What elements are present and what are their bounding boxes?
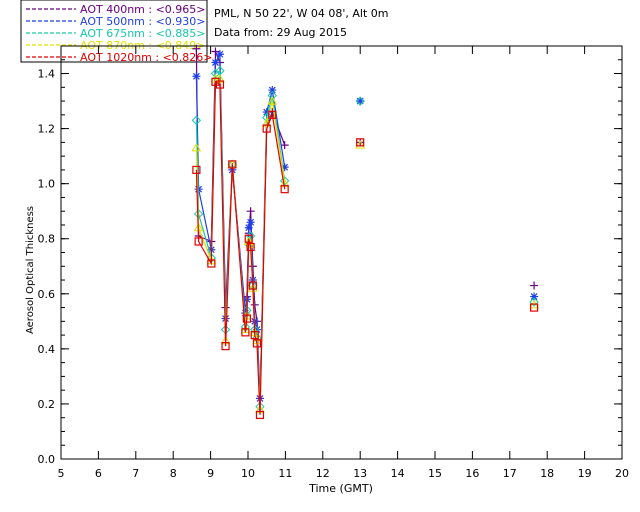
data-point	[280, 141, 289, 150]
y-tick-label: 0.4	[38, 343, 56, 356]
y-tick-label: 1.4	[38, 68, 56, 81]
legend-label: AOT 400nm : <0.965>	[80, 3, 206, 16]
data-point	[210, 68, 221, 79]
y-tick-label: 1.2	[38, 123, 56, 136]
y-tick-label: 0.8	[38, 233, 56, 246]
site-header: PML, N 50 22', W 04 08', Alt 0m	[214, 7, 388, 20]
data-point	[356, 138, 365, 147]
data-point	[228, 160, 237, 169]
x-tick-label: 6	[95, 467, 102, 480]
y-axis-title: Aerosol Optical Thickness	[25, 206, 36, 334]
data-point	[206, 253, 217, 263]
date-header: Data from: 29 Aug 2015	[214, 26, 347, 39]
data-point	[211, 58, 220, 67]
x-tick-label: 12	[316, 467, 330, 480]
data-point	[280, 163, 289, 172]
data-point	[241, 328, 250, 337]
data-point	[356, 97, 365, 106]
data-point	[207, 259, 216, 268]
data-point	[192, 44, 201, 53]
data-point	[262, 124, 271, 133]
x-tick-label: 5	[58, 467, 65, 480]
data-point	[261, 118, 272, 127]
data-point	[246, 242, 255, 252]
legend: AOT 400nm : <0.965>AOT 500nm : <0.930>AO…	[20, 0, 213, 64]
legend-frame	[20, 0, 208, 63]
data-point	[194, 237, 203, 246]
data-point	[242, 314, 251, 323]
data-point	[192, 72, 201, 81]
data-point	[246, 207, 255, 216]
x-tick-label: 20	[615, 467, 629, 480]
data-point	[252, 339, 262, 348]
data-point	[244, 234, 253, 243]
data-point	[211, 77, 220, 86]
data-point	[355, 140, 366, 149]
x-tick-label: 16	[465, 467, 479, 480]
x-tick-label: 18	[540, 467, 554, 480]
data-point	[246, 218, 255, 227]
y-tick-label: 0.0	[38, 453, 56, 466]
legend-label: AOT 1020nm : <0.826>	[80, 51, 213, 64]
y-tick-label: 1.0	[38, 178, 56, 191]
data-point	[280, 185, 289, 194]
x-tick-label: 17	[503, 467, 517, 480]
data-point	[530, 292, 539, 301]
x-tick-label: 8	[170, 467, 177, 480]
legend-label: AOT 500nm : <0.930>	[80, 15, 206, 28]
data-point	[194, 185, 203, 194]
data-point	[356, 138, 365, 147]
axis-ticks: 5 6 7 8 9 10 11 12 13 14 15 16 17 18 19 20 0.0 0.2 0.4 0.6 0…	[38, 46, 629, 480]
data-point	[248, 281, 257, 290]
data-point	[191, 115, 202, 126]
data-point	[248, 283, 258, 292]
x-tick-label: 7	[132, 467, 139, 480]
x-tick-label: 14	[391, 467, 405, 480]
legend-label: AOT 675nm : <0.885>	[80, 27, 206, 40]
data-point	[215, 80, 225, 89]
data-point	[279, 176, 290, 186]
y-tick-label: 0.2	[38, 398, 56, 411]
x-tick-label: 15	[428, 467, 442, 480]
data-point	[529, 297, 539, 307]
data-point	[211, 47, 220, 56]
data-point	[221, 342, 230, 351]
data-point	[191, 142, 202, 152]
data-point	[255, 410, 265, 420]
y-tick-label: 0.6	[38, 288, 56, 301]
x-axis-title: Time (GMT)	[308, 482, 373, 495]
series-layer	[191, 44, 539, 420]
data-point	[267, 90, 278, 101]
data-point	[192, 165, 201, 174]
x-tick-label: 10	[241, 467, 255, 480]
x-tick-label: 13	[353, 467, 367, 480]
data-point	[530, 281, 539, 290]
data-point	[267, 96, 278, 105]
data-point	[252, 325, 261, 334]
data-point	[355, 96, 365, 106]
x-tick-label: 11	[278, 467, 292, 480]
series-5	[192, 77, 539, 420]
data-point	[250, 300, 259, 309]
data-point	[215, 50, 224, 59]
data-point	[530, 303, 539, 312]
data-point	[262, 108, 271, 117]
data-point	[244, 223, 253, 232]
x-tick-label: 9	[207, 467, 214, 480]
data-point	[268, 86, 277, 95]
x-tick-label: 19	[578, 467, 592, 480]
data-point	[268, 110, 277, 119]
data-point	[279, 178, 290, 188]
data-point	[250, 331, 259, 340]
